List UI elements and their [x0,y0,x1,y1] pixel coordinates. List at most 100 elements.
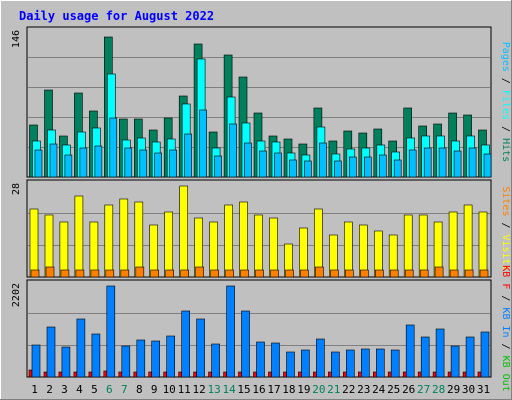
bar-sites [255,269,264,278]
x-tick-label: 19 [297,383,310,396]
bar-kb-f [43,371,48,378]
legend-text: / [500,72,511,90]
bar-kb-f [148,371,152,378]
bar-pages [259,150,267,178]
bar-kb-f [133,371,138,378]
bar-sites [120,269,130,278]
bar-kb-f [88,371,93,378]
bar-visits [254,214,263,278]
bar-kb-in [345,349,355,378]
bar-sites [464,269,474,278]
bar-sites [359,269,369,278]
bar-sites [195,266,204,278]
x-tick-label: 20 [312,383,325,396]
bar-kb-in [271,342,280,378]
bar-visits [134,201,144,278]
x-tick-label: 30 [462,383,475,396]
bar-pages [169,149,177,178]
bar-kb-f [328,371,332,378]
bar-pages [468,147,477,178]
bar-kb-in [465,336,475,378]
bar-kb-in [241,310,250,378]
bar-kb-f [417,371,422,378]
bar-sites [449,269,459,278]
legend-text: / [500,338,511,356]
bar-sites [389,269,399,278]
bar-kb-in [61,346,71,378]
bar-kb-f [73,371,78,378]
bar-kb-in [450,345,460,378]
bar-pages [244,142,252,178]
bar-visits [448,211,458,278]
bar-kb-f [208,371,212,378]
bar-kb-in [136,339,146,378]
bar-pages [79,147,88,178]
bar-pages [139,149,148,178]
bar-sites [150,269,159,278]
bar-visits [164,211,173,278]
bar-pages [423,147,432,178]
bar-visits [358,224,368,278]
bar-kb-f [178,371,182,378]
bar-pages [363,156,372,178]
bar-pages [94,145,103,178]
x-tick-label: 25 [387,383,400,396]
bar-kb-f [372,371,377,378]
bar-kb-f [193,371,197,378]
bar-kb-in [121,345,131,378]
legend-text: Visits [500,235,511,271]
bar-kb-f [253,371,257,378]
bar-pages [214,155,222,178]
bar-pages [408,149,417,178]
x-tick-label: 7 [121,383,128,396]
x-tick-label: 23 [357,383,370,396]
x-tick-label: 9 [151,383,158,396]
y-max-label: 146 [11,30,22,48]
x-tick-label: 8 [136,383,143,396]
bar-visits [343,221,353,278]
bar-pages [453,150,462,178]
x-tick-label: 12 [192,383,205,396]
axis-legend-label: KB F / KB In / KB Out [500,265,511,391]
bar-kb-in [226,285,235,378]
bar-kb-f [223,371,227,378]
bar-sites [210,269,219,278]
bar-kb-in [76,318,86,378]
bar-pages [289,159,297,178]
bar-visits [29,208,39,278]
legend-text: KB F [500,265,511,289]
bar-visits [119,198,129,278]
x-tick-label: 24 [372,383,386,396]
bar-kb-in [316,338,325,378]
bar-visits [209,221,218,278]
chart-title: Daily usage for August 2022 [19,9,214,23]
legend-text: / [500,289,511,307]
bar-sites [75,269,85,278]
bar-kb-in [375,348,385,378]
bar-kb-f [163,371,167,378]
bar-kb-in [46,326,56,378]
bar-kb-f [118,371,123,378]
bar-pages [438,147,447,178]
axis-legend-label: Pages / Files / Hits [500,42,511,162]
x-tick-label: 6 [106,383,113,396]
bar-visits [269,217,278,278]
bar-sites [374,269,384,278]
bar-sites [300,269,309,278]
x-tick-label: 21 [327,383,340,396]
x-tick-label: 28 [432,383,445,396]
legend-text: Files [500,90,511,120]
bar-visits [179,185,188,278]
bar-sites [285,269,294,278]
bar-kb-f [387,371,392,378]
x-tick-label: 2 [46,383,53,396]
bar-kb-in [435,328,445,378]
y-max-label: 28 [11,183,22,195]
bar-kb-in [106,285,116,378]
bar-kb-f [402,371,407,378]
bar-kb-in [166,335,175,378]
bar-kb-f [28,369,33,378]
bar-visits [478,211,488,278]
bar-pages [154,152,162,178]
